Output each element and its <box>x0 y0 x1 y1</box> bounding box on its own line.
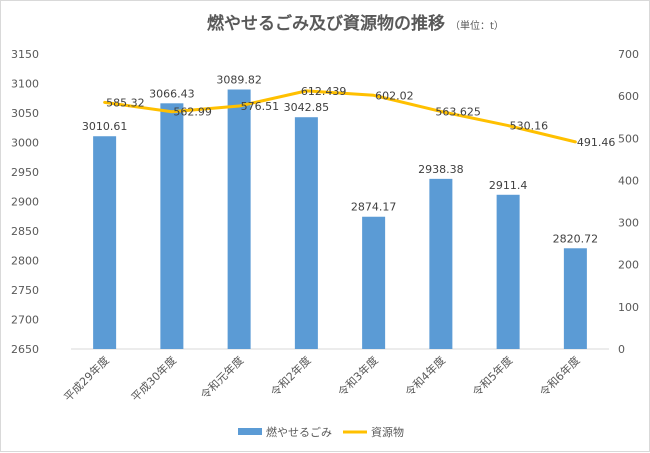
y-left-tick-label: 2950 <box>11 166 39 179</box>
bar-data-label: 2820.72 <box>553 232 599 245</box>
bar <box>496 194 520 349</box>
bar-data-label: 3089.82 <box>216 74 262 87</box>
bar-data-label: 2874.17 <box>351 201 397 214</box>
line-data-label: 585.32 <box>106 96 145 109</box>
legend-swatch-bar <box>238 428 262 435</box>
bar <box>362 216 386 349</box>
x-tick-label: 令和2年度 <box>268 353 314 399</box>
legend-label: 燃やせるごみ <box>266 425 332 439</box>
x-tick-label: 平成30年度 <box>128 353 179 404</box>
bar <box>227 89 251 350</box>
x-tick-label: 令和3年度 <box>335 353 381 399</box>
bar-data-label: 2938.38 <box>418 163 464 176</box>
y-right-tick-label: 200 <box>618 259 639 272</box>
y-left-tick-label: 2650 <box>11 343 39 356</box>
y-left-tick-label: 3050 <box>11 107 39 120</box>
chart-title: 燃やせるごみ及び資源物の推移 <box>207 14 445 34</box>
x-tick-label: 令和6年度 <box>537 353 583 399</box>
bar <box>294 117 318 349</box>
line-data-label: 612.439 <box>301 85 347 98</box>
line-data-label: 563.625 <box>435 105 481 118</box>
bar <box>563 248 587 349</box>
bar-data-label: 3042.85 <box>284 101 330 114</box>
y-right-tick-label: 300 <box>618 217 639 230</box>
y-left-tick-label: 3100 <box>11 78 39 91</box>
y-left-tick-label: 2900 <box>11 196 39 209</box>
legend-label: 資源物 <box>371 425 404 439</box>
x-tick-label: 令和5年度 <box>469 353 515 399</box>
unit-note: （単位：t） <box>450 21 504 32</box>
line-data-label: 576.51 <box>241 100 280 113</box>
line-data-label: 602.02 <box>375 89 414 102</box>
bar <box>93 136 117 349</box>
y-right-tick-label: 100 <box>618 301 639 314</box>
y-right-tick-label: 400 <box>618 174 639 187</box>
line-data-label: 491.46 <box>577 136 616 149</box>
x-tick-label: 令和4年度 <box>402 353 448 399</box>
y-left-tick-label: 2800 <box>11 255 39 268</box>
bar-data-label: 3066.43 <box>149 87 195 100</box>
y-left-tick-label: 2750 <box>11 284 39 297</box>
y-left-tick-label: 2850 <box>11 225 39 238</box>
bar <box>160 103 184 349</box>
bar <box>429 178 453 349</box>
bar-data-label: 3010.61 <box>82 120 128 133</box>
y-right-tick-label: 0 <box>618 343 625 356</box>
y-right-tick-label: 700 <box>618 48 639 61</box>
x-tick-label: 平成29年度 <box>61 353 112 404</box>
x-tick-label: 令和元年度 <box>197 353 246 402</box>
y-left-tick-label: 3000 <box>11 137 39 150</box>
line-data-label: 562.99 <box>173 106 212 119</box>
y-left-tick-label: 3150 <box>11 48 39 61</box>
series-line <box>103 89 577 144</box>
y-right-tick-label: 500 <box>618 132 639 145</box>
bar-data-label: 2911.4 <box>489 179 528 192</box>
y-right-tick-label: 600 <box>618 90 639 103</box>
y-left-tick-label: 2700 <box>11 314 39 327</box>
line-data-label: 530.16 <box>510 120 549 133</box>
